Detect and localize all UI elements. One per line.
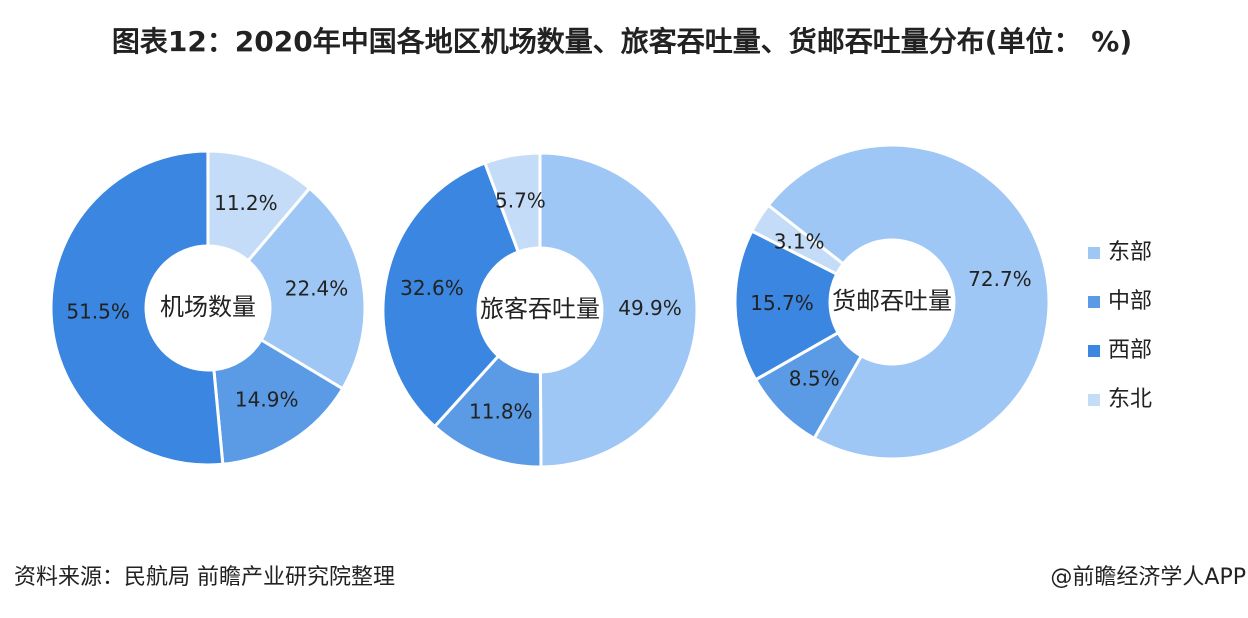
source: 资料来源：民航局 前瞻产业研究院整理	[14, 565, 395, 590]
legend-swatch	[1088, 296, 1100, 308]
credit: @前瞻经济学人APP	[1050, 565, 1246, 590]
center-label: 旅客吞吐量	[480, 295, 600, 323]
donut-slice	[483, 151, 542, 254]
value-label: 51.5%	[66, 300, 130, 324]
donut-slice	[245, 186, 367, 391]
donut-slice	[749, 203, 846, 277]
value-label: 3.1%	[774, 230, 825, 254]
center-label: 机场数量	[160, 293, 256, 321]
value-label: 72.7%	[968, 267, 1032, 291]
value-label: 49.9%	[618, 296, 682, 320]
donut-slice	[49, 149, 225, 467]
value-label: 32.6%	[400, 276, 464, 300]
legend-label: 西部	[1108, 338, 1152, 363]
legend-swatch	[1088, 247, 1100, 259]
value-label: 15.7%	[750, 291, 814, 315]
value-label: 11.8%	[469, 399, 533, 423]
donut-slice	[212, 337, 345, 466]
title: 图表12：2020年中国各地区机场数量、旅客吞吐量、货邮吞吐量分布(单位： %)	[112, 25, 1132, 58]
donut-slice	[766, 143, 1051, 461]
legend-swatch	[1088, 394, 1100, 406]
legend-label: 东部	[1108, 240, 1152, 265]
donut-slice	[206, 149, 312, 263]
center-label: 货邮吞吐量	[832, 287, 952, 315]
legend-label: 东北	[1108, 387, 1152, 412]
donut-slice	[538, 151, 699, 469]
donut-slice	[733, 229, 841, 382]
value-label: 22.4%	[285, 277, 349, 301]
value-label: 14.9%	[235, 388, 299, 412]
value-label: 8.5%	[789, 366, 840, 390]
legend-swatch	[1088, 345, 1100, 357]
value-label: 11.2%	[214, 191, 278, 215]
legend-label: 中部	[1108, 289, 1152, 314]
value-label: 5.7%	[495, 188, 546, 212]
donut-slice	[381, 161, 521, 429]
